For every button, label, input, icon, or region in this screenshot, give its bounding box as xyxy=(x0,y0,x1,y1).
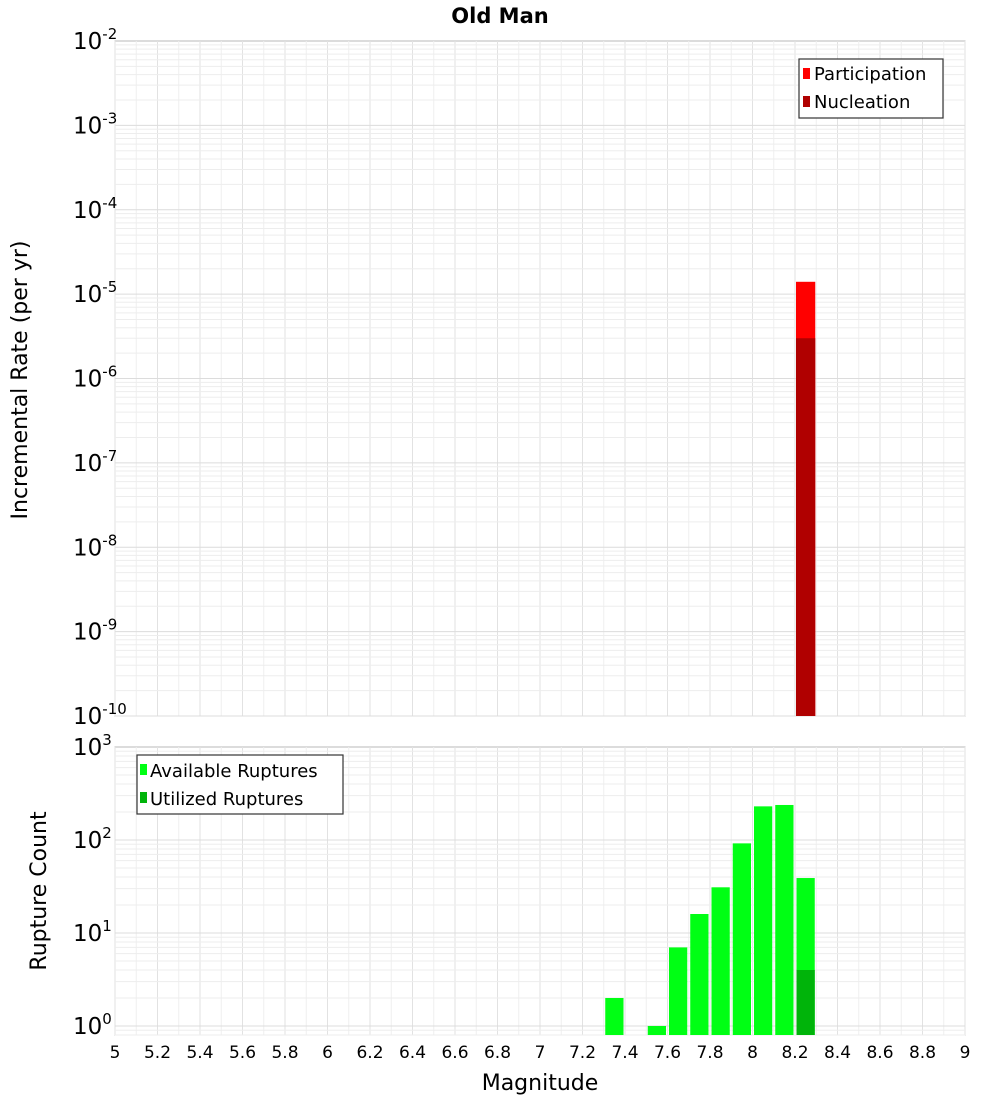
bar-8_15 xyxy=(775,804,794,1035)
bar-overlay-8_25 xyxy=(796,969,815,1035)
x-tick-label: 7.2 xyxy=(569,1043,596,1063)
y-tick-label: 10-7 xyxy=(73,447,117,477)
bar-7_95 xyxy=(732,843,751,1035)
y-tick-label: 101 xyxy=(73,917,112,947)
x-tick-label: 5.2 xyxy=(144,1043,171,1063)
x-tick-label: 6.4 xyxy=(399,1043,426,1063)
x-tick-label: 6.8 xyxy=(484,1043,511,1063)
y-tick-label: 10-5 xyxy=(73,278,117,308)
rate-y-ticks: 10-2 10-3 10-4 10-5 10-6 10-7 10-8 10-9 10-10 xyxy=(73,25,127,730)
x-tick-label: 8 xyxy=(747,1043,758,1063)
y-tick-label: 100 xyxy=(73,1010,112,1040)
x-tick-label: 8.6 xyxy=(866,1043,893,1063)
bar-7_75 xyxy=(690,914,709,1035)
x-tick-label: 7.8 xyxy=(696,1043,723,1063)
count-panel: 103 102 101 100 5 5.2 5.4 5.6 5.8 6 6.2 6.4 6.6 6.8 7… xyxy=(27,731,970,1096)
bar-7_65 xyxy=(669,947,688,1035)
y-tick-label: 10-2 xyxy=(73,25,117,55)
nucleation-legend-swatch xyxy=(803,96,810,107)
x-tick-label: 5 xyxy=(110,1043,121,1063)
y-tick-label: 103 xyxy=(73,731,112,761)
nucleation-legend-label: Nucleation xyxy=(814,92,910,113)
x-tick-label: 8.8 xyxy=(909,1043,936,1063)
count-legend: Available Ruptures Utilized Ruptures xyxy=(136,754,344,815)
x-tick-label: 7.6 xyxy=(654,1043,681,1063)
rate-gridlines xyxy=(114,41,966,717)
rate-panel: 10-2 10-3 10-4 10-5 10-6 10-7 10-8 10-9 10-10 In… xyxy=(8,25,966,730)
participation-legend-swatch xyxy=(803,68,810,79)
x-tick-label: 7.4 xyxy=(611,1043,638,1063)
bar-7_55 xyxy=(647,1025,666,1035)
participation-legend-label: Participation xyxy=(814,64,926,85)
x-tick-label: 6.6 xyxy=(441,1043,468,1063)
chart-title: Old Man xyxy=(451,4,548,28)
y-tick-label: 10-4 xyxy=(73,194,117,224)
x-tick-label: 5.4 xyxy=(186,1043,213,1063)
y-tick-label: 10-10 xyxy=(73,700,127,730)
count-y-ticks: 103 102 101 100 xyxy=(73,731,112,1040)
x-tick-label: 9 xyxy=(960,1043,971,1063)
bar-8_05 xyxy=(754,806,773,1035)
utilized-ruptures-legend-swatch xyxy=(140,792,147,803)
count-bars xyxy=(605,804,815,1035)
y-tick-label: 102 xyxy=(73,824,112,854)
x-tick-label: 5.8 xyxy=(271,1043,298,1063)
rate-y-axis-title: Incremental Rate (per yr) xyxy=(8,241,33,520)
bar-7_35 xyxy=(605,997,624,1035)
bar-overlay-8_25 xyxy=(796,338,816,716)
y-tick-label: 10-8 xyxy=(73,531,117,561)
utilized-ruptures-legend-label: Utilized Ruptures xyxy=(150,789,303,810)
x-axis-title: Magnitude xyxy=(482,1071,599,1096)
y-tick-label: 10-6 xyxy=(73,363,117,393)
x-tick-label: 6 xyxy=(322,1043,333,1063)
rate-bars xyxy=(796,281,816,716)
available-ruptures-legend-swatch xyxy=(140,764,147,775)
count-y-axis-title: Rupture Count xyxy=(27,811,52,971)
y-tick-label: 10-9 xyxy=(73,616,117,646)
bar-7_85 xyxy=(711,887,730,1035)
y-tick-label: 10-3 xyxy=(73,109,117,139)
x-tick-label: 7 xyxy=(535,1043,546,1063)
count-x-ticks: 5 5.2 5.4 5.6 5.8 6 6.2 6.4 6.6 6.8 7 7.2 7.4 7.6 7.8 8… xyxy=(110,1043,971,1063)
available-ruptures-legend-label: Available Ruptures xyxy=(150,761,318,782)
x-tick-label: 8.2 xyxy=(781,1043,808,1063)
count-legend-box xyxy=(136,754,344,815)
rate-legend: Participation Nucleation xyxy=(798,58,944,119)
x-tick-label: 5.6 xyxy=(229,1043,256,1063)
rate-legend-box xyxy=(798,58,944,119)
x-tick-label: 8.4 xyxy=(824,1043,851,1063)
x-tick-label: 6.2 xyxy=(356,1043,383,1063)
